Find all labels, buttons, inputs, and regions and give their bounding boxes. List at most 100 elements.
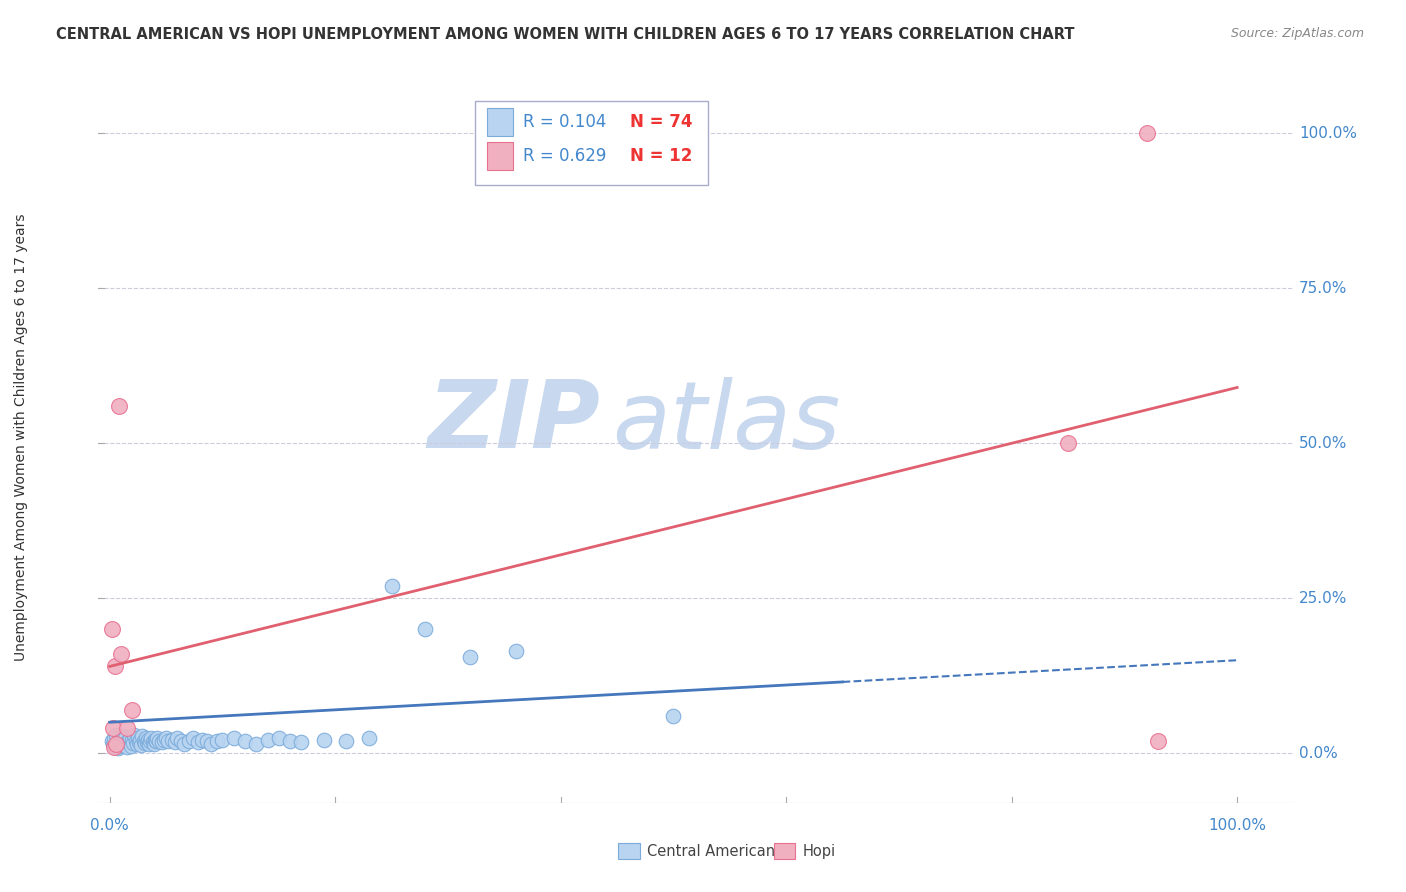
- Point: [335, 734, 357, 748]
- Point: [245, 737, 267, 751]
- Point: [118, 735, 141, 749]
- Bar: [486, 142, 513, 169]
- Point: [107, 735, 129, 749]
- Point: [121, 732, 143, 747]
- Point: [290, 735, 312, 749]
- Point: [115, 722, 138, 736]
- Point: [111, 736, 134, 750]
- Point: [103, 739, 125, 754]
- Text: N = 12: N = 12: [630, 146, 693, 165]
- Point: [662, 709, 685, 723]
- Point: [267, 731, 290, 745]
- Text: 100.0%: 100.0%: [1299, 126, 1357, 141]
- Text: N = 74: N = 74: [630, 113, 693, 131]
- Point: [127, 731, 149, 745]
- Point: [105, 737, 128, 751]
- Point: [143, 732, 166, 747]
- Point: [505, 644, 527, 658]
- Point: [148, 734, 170, 748]
- Point: [380, 579, 402, 593]
- Point: [122, 736, 145, 750]
- Point: [125, 737, 148, 751]
- Point: [141, 731, 163, 745]
- Text: CENTRAL AMERICAN VS HOPI UNEMPLOYMENT AMONG WOMEN WITH CHILDREN AGES 6 TO 17 YEA: CENTRAL AMERICAN VS HOPI UNEMPLOYMENT AM…: [56, 27, 1074, 42]
- Point: [166, 731, 188, 745]
- Point: [105, 728, 128, 742]
- Point: [200, 737, 222, 751]
- Point: [107, 399, 129, 413]
- Point: [1136, 126, 1159, 140]
- Point: [136, 732, 159, 747]
- Point: [211, 732, 233, 747]
- Point: [117, 734, 139, 748]
- Point: [187, 735, 209, 749]
- Bar: [773, 843, 796, 859]
- Point: [121, 703, 143, 717]
- Point: [112, 738, 135, 752]
- Point: [150, 735, 173, 749]
- Point: [1057, 436, 1080, 450]
- Point: [170, 734, 193, 748]
- Point: [181, 731, 204, 745]
- Text: 0.0%: 0.0%: [90, 818, 129, 833]
- Point: [114, 731, 136, 746]
- Point: [104, 659, 127, 673]
- Point: [103, 731, 125, 745]
- Point: [155, 731, 177, 745]
- Point: [139, 734, 162, 748]
- Text: Unemployment Among Women with Children Ages 6 to 17 years: Unemployment Among Women with Children A…: [14, 213, 28, 661]
- Point: [110, 647, 132, 661]
- Point: [415, 622, 437, 636]
- Text: Hopi: Hopi: [803, 844, 835, 859]
- Point: [205, 734, 228, 748]
- Point: [104, 739, 127, 754]
- Point: [142, 737, 165, 751]
- Text: Central Americans: Central Americans: [647, 844, 783, 859]
- Point: [101, 734, 124, 748]
- Text: ZIP: ZIP: [427, 376, 600, 468]
- Point: [101, 737, 124, 751]
- Point: [135, 731, 157, 746]
- Text: 25.0%: 25.0%: [1299, 591, 1347, 606]
- Point: [312, 732, 335, 747]
- Point: [128, 735, 150, 749]
- Bar: [619, 843, 640, 859]
- Point: [101, 622, 124, 636]
- Text: atlas: atlas: [613, 377, 841, 468]
- Point: [124, 728, 146, 742]
- Text: 75.0%: 75.0%: [1299, 281, 1347, 296]
- Point: [134, 736, 156, 750]
- Point: [132, 734, 155, 748]
- Text: Source: ZipAtlas.com: Source: ZipAtlas.com: [1230, 27, 1364, 40]
- Point: [191, 732, 214, 747]
- Point: [145, 734, 167, 748]
- Point: [138, 737, 160, 751]
- Point: [177, 734, 200, 748]
- Point: [357, 731, 380, 745]
- Point: [110, 732, 132, 747]
- Point: [146, 731, 169, 745]
- Point: [115, 739, 138, 754]
- Point: [195, 734, 218, 748]
- Point: [165, 735, 187, 749]
- Point: [157, 734, 180, 748]
- Text: R = 0.629: R = 0.629: [523, 146, 606, 165]
- Point: [107, 741, 129, 756]
- Point: [153, 732, 176, 747]
- Point: [124, 734, 146, 748]
- Point: [135, 735, 157, 749]
- Point: [160, 732, 183, 747]
- Text: 50.0%: 50.0%: [1299, 436, 1347, 450]
- FancyBboxPatch shape: [475, 101, 709, 185]
- Point: [131, 729, 153, 743]
- Point: [120, 739, 142, 753]
- Text: 0.0%: 0.0%: [1299, 746, 1339, 761]
- Text: 100.0%: 100.0%: [1208, 818, 1267, 833]
- Point: [101, 722, 124, 736]
- Point: [141, 735, 163, 749]
- Point: [173, 737, 195, 751]
- Point: [256, 732, 278, 747]
- Point: [233, 734, 256, 748]
- Point: [118, 731, 141, 745]
- Point: [222, 731, 245, 745]
